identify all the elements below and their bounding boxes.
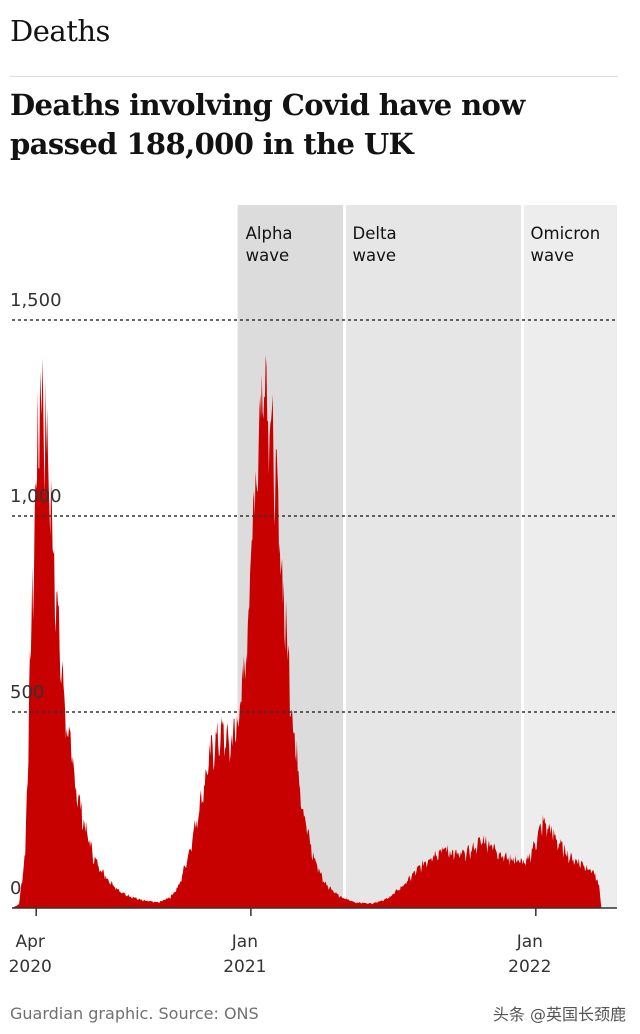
- x-tick-label-month: Apr: [15, 932, 44, 952]
- y-tick-label: 1,500: [10, 290, 62, 311]
- section-title: Deaths: [10, 14, 110, 48]
- covid-deaths-chart: Alpha wave Delta wave Omicron wave 0 500 1,000 1,…: [9, 205, 617, 977]
- section-divider: [10, 76, 618, 77]
- y-tick-label: 1,000: [10, 486, 62, 507]
- wave-label-name: Omicron: [531, 224, 601, 243]
- deaths-area: [12, 355, 602, 908]
- watermark: 头条 @英国长颈鹿: [492, 1005, 626, 1024]
- x-tick-label-year: 2020: [9, 957, 52, 977]
- wave-band-delta: [344, 205, 523, 908]
- x-tick-label-year: 2021: [223, 957, 266, 977]
- y-tick-label: 500: [10, 682, 44, 703]
- wave-label-name: Alpha: [246, 224, 293, 243]
- chart-headline: Deaths involving Covid have now passed 1…: [10, 88, 525, 161]
- source-credit: Guardian graphic. Source: ONS: [10, 1004, 259, 1023]
- wave-label-word: wave: [531, 246, 575, 265]
- wave-label-word: wave: [246, 246, 290, 265]
- y-tick-label: 0: [10, 878, 21, 899]
- wave-label-name: Delta: [353, 224, 397, 243]
- x-tick-label-year: 2022: [508, 957, 551, 977]
- x-tick-label-month: Jan: [516, 932, 543, 952]
- wave-band-omicron: [522, 205, 617, 908]
- x-tick-label-month: Jan: [231, 932, 258, 952]
- wave-label-word: wave: [353, 246, 397, 265]
